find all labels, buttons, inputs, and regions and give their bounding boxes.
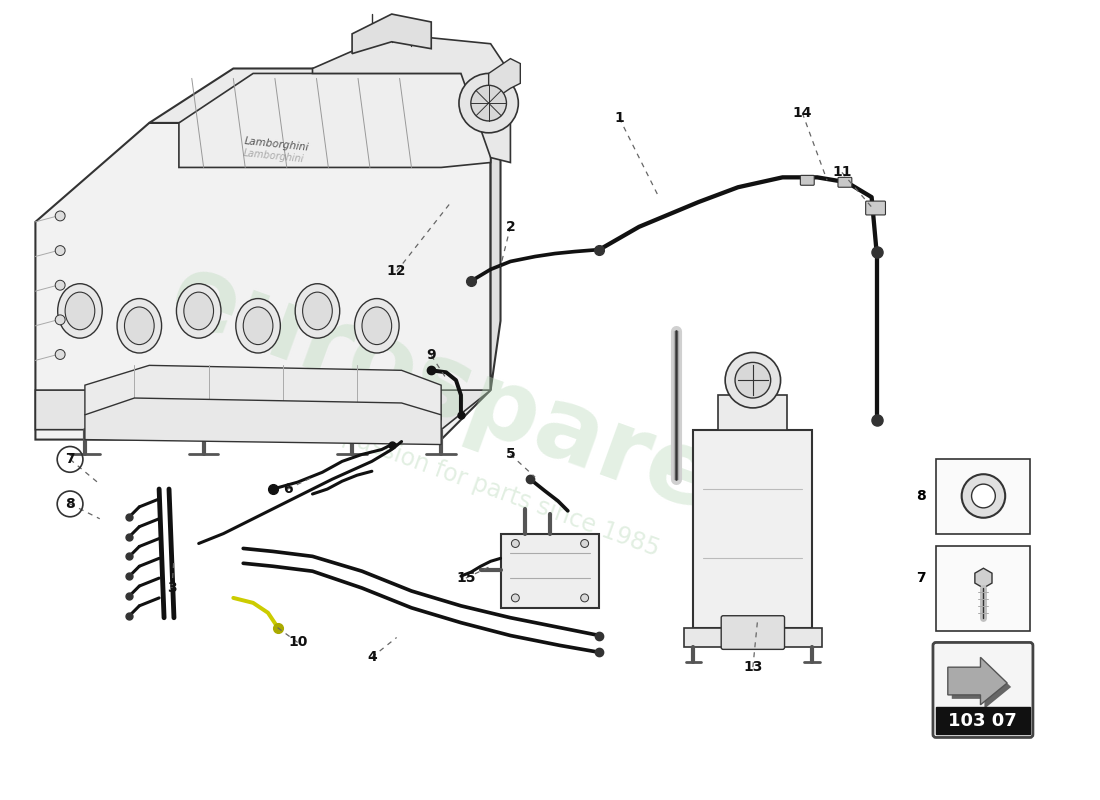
Text: 8: 8 [916,489,926,503]
Polygon shape [683,628,822,647]
Polygon shape [179,74,491,167]
Circle shape [55,350,65,359]
FancyBboxPatch shape [936,459,1030,534]
Circle shape [581,539,589,547]
Circle shape [971,484,996,508]
Circle shape [725,353,781,408]
Polygon shape [85,398,441,445]
Text: 9: 9 [427,349,436,362]
Text: 11: 11 [833,166,851,179]
Text: 14: 14 [793,106,812,120]
Ellipse shape [354,298,399,353]
Circle shape [961,474,1005,518]
Ellipse shape [57,284,102,338]
Text: a passion for parts since 1985: a passion for parts since 1985 [319,417,662,562]
Text: 10: 10 [288,635,307,650]
Polygon shape [488,58,520,103]
FancyBboxPatch shape [693,430,812,628]
Circle shape [55,280,65,290]
Ellipse shape [65,292,95,330]
Text: 12: 12 [387,264,406,278]
Polygon shape [35,390,491,430]
Polygon shape [952,662,1011,709]
Polygon shape [948,658,1008,705]
Text: 8: 8 [65,497,75,511]
Text: 7: 7 [916,571,926,585]
Ellipse shape [302,292,332,330]
Ellipse shape [235,298,280,353]
FancyBboxPatch shape [722,616,784,650]
Text: eurospares: eurospares [157,246,784,554]
Ellipse shape [362,307,392,345]
FancyBboxPatch shape [866,201,886,215]
Text: 13: 13 [744,660,762,674]
Text: 6: 6 [283,482,293,496]
Polygon shape [491,69,501,390]
Ellipse shape [176,284,221,338]
Circle shape [55,246,65,255]
Circle shape [55,211,65,221]
Text: 7: 7 [65,452,75,466]
Polygon shape [975,568,992,588]
Polygon shape [718,395,788,430]
Text: 5: 5 [506,447,515,462]
Circle shape [512,594,519,602]
Text: 3: 3 [167,581,177,595]
Ellipse shape [243,307,273,345]
Text: 2: 2 [506,220,515,234]
Polygon shape [312,34,510,162]
Circle shape [581,594,589,602]
Text: 4: 4 [367,650,376,664]
Text: 1: 1 [615,111,624,125]
Ellipse shape [295,284,340,338]
FancyBboxPatch shape [838,178,851,187]
Polygon shape [150,69,501,158]
FancyBboxPatch shape [936,546,1030,630]
Text: Lamborghini: Lamborghini [243,148,305,165]
Ellipse shape [124,307,154,345]
FancyBboxPatch shape [936,706,1030,734]
Text: Lamborghini: Lamborghini [243,136,309,153]
Polygon shape [85,366,441,420]
Text: 103 07: 103 07 [948,712,1016,730]
Ellipse shape [117,298,162,353]
FancyBboxPatch shape [801,175,814,186]
FancyBboxPatch shape [500,534,600,608]
Polygon shape [352,14,431,54]
Circle shape [471,86,506,121]
Text: 15: 15 [456,571,475,585]
Polygon shape [35,123,491,439]
Circle shape [735,362,771,398]
Circle shape [459,74,518,133]
Ellipse shape [184,292,213,330]
Circle shape [512,539,519,547]
FancyBboxPatch shape [933,642,1033,738]
Circle shape [55,315,65,325]
